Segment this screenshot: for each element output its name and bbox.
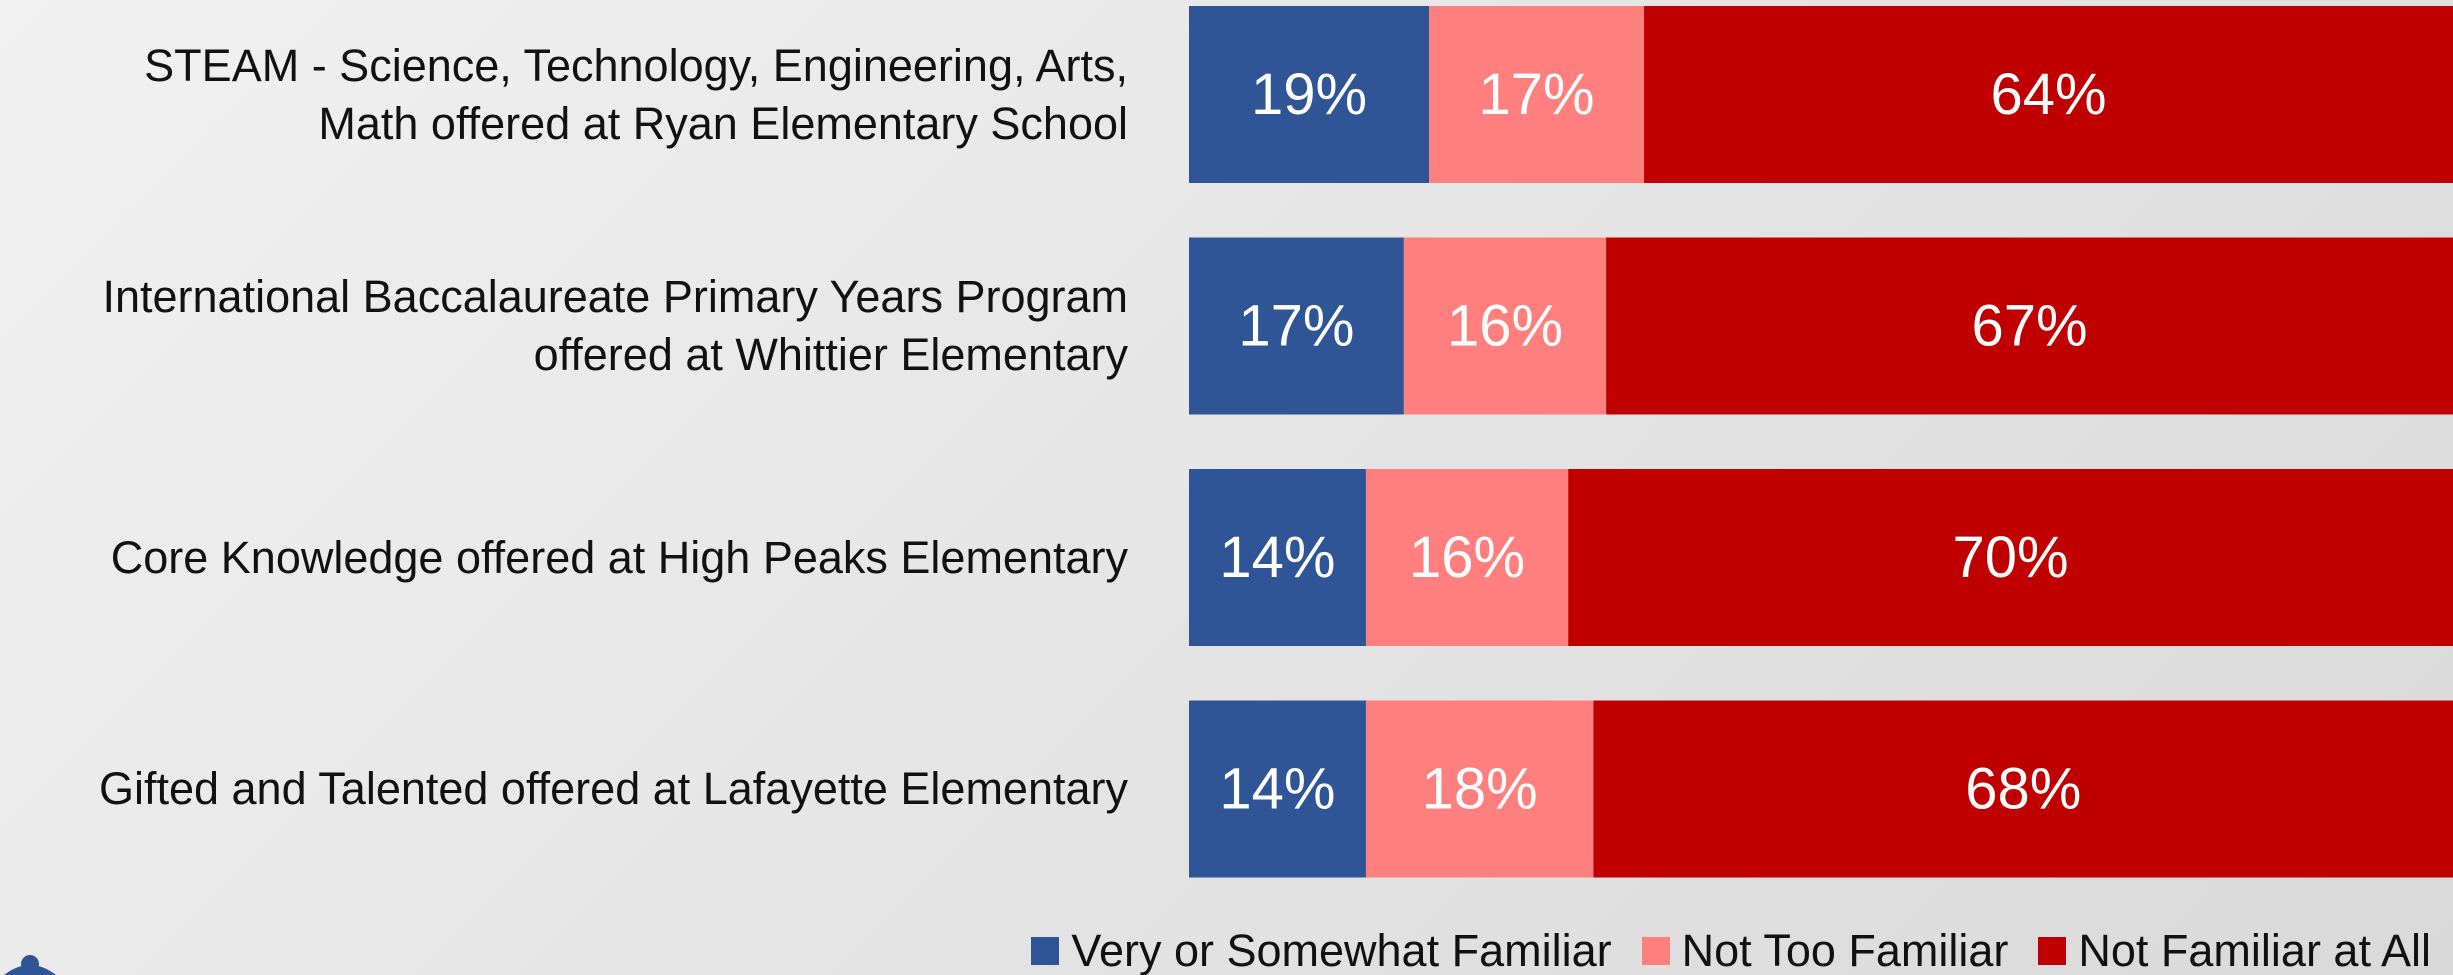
legend-item: Very or Somewhat Familiar bbox=[1031, 925, 1612, 975]
legend-swatch bbox=[1031, 937, 1060, 965]
bar-segment bbox=[1189, 6, 1430, 183]
bar-segment bbox=[1365, 700, 1594, 878]
legend-item: Not Too Familiar bbox=[1641, 925, 2009, 975]
bar-segment bbox=[1644, 6, 2453, 183]
category-label: STEAM - Science, Technology, Engineering… bbox=[144, 39, 1128, 149]
value-label: 67% bbox=[1972, 294, 2088, 359]
legend-label: Very or Somewhat Familiar bbox=[1071, 925, 1612, 975]
bar-segment bbox=[1606, 237, 2453, 415]
bar-segment bbox=[1189, 237, 1404, 415]
legend: Very or Somewhat Familiar Not Too Familia… bbox=[1001, 925, 2431, 975]
category-label: Gifted and Talented offered at Lafayette… bbox=[98, 763, 1128, 814]
legend-label: Not Too Familiar bbox=[1681, 925, 2009, 975]
bar-segment bbox=[1593, 700, 2453, 878]
value-label: 16% bbox=[1447, 294, 1563, 359]
value-label: 18% bbox=[1422, 757, 1538, 822]
value-label: 17% bbox=[1238, 294, 1354, 359]
value-label: 64% bbox=[1990, 62, 2106, 127]
category-label: International Baccalaureate Primary Year… bbox=[102, 271, 1128, 380]
bar-segment bbox=[1568, 469, 2453, 646]
value-label: 16% bbox=[1409, 525, 1525, 590]
bar-segment bbox=[1365, 469, 1569, 646]
legend-item: Not Familiar at All bbox=[2038, 925, 2431, 975]
value-label: 14% bbox=[1219, 525, 1335, 590]
legend-label: Not Familiar at All bbox=[2078, 925, 2431, 975]
value-label: 70% bbox=[1953, 525, 2069, 590]
logo bbox=[4, 955, 56, 975]
value-label: 19% bbox=[1251, 62, 1367, 127]
legend-swatch bbox=[1641, 937, 1670, 965]
value-label: 14% bbox=[1219, 757, 1335, 822]
value-label: 68% bbox=[1965, 757, 2081, 822]
category-label: Core Knowledge offered at High Peaks Ele… bbox=[110, 531, 1128, 583]
value-label: 17% bbox=[1479, 62, 1595, 127]
legend-swatch bbox=[2038, 937, 2067, 965]
bar-segment bbox=[1189, 700, 1366, 878]
bar-segment bbox=[1189, 469, 1366, 646]
bar-segment bbox=[1403, 237, 1607, 415]
bar-segment bbox=[1429, 6, 1645, 183]
